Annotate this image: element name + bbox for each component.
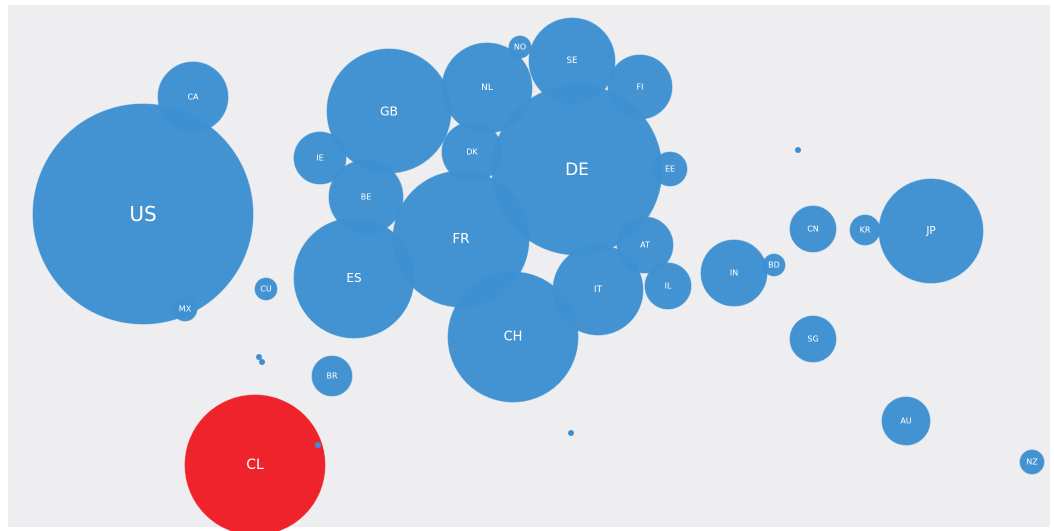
bubble-label: NO bbox=[514, 43, 526, 52]
bubble: IT bbox=[552, 244, 644, 336]
bubble-label: BR bbox=[326, 372, 337, 381]
bubble-label: KR bbox=[860, 226, 871, 235]
bubble-label: CN bbox=[807, 225, 819, 234]
bubble-label: CU bbox=[260, 285, 272, 294]
bubble: BD bbox=[762, 253, 786, 277]
bubble-label: NZ bbox=[1026, 458, 1038, 467]
bubble-circle bbox=[184, 394, 326, 531]
bubble-circle bbox=[157, 61, 229, 133]
bubble-label: MX bbox=[179, 305, 192, 314]
dot bbox=[256, 354, 262, 360]
bubble-circle bbox=[878, 178, 984, 284]
bubble-label: FR bbox=[452, 231, 470, 247]
bubble: CU bbox=[254, 277, 278, 301]
bubble-label: GB bbox=[380, 104, 398, 119]
bubble: CL bbox=[184, 394, 326, 531]
bubble-label: DE bbox=[565, 160, 589, 180]
bubble-label: AU bbox=[900, 417, 911, 426]
bubble: EE bbox=[652, 151, 688, 187]
bubble-circle bbox=[311, 355, 353, 397]
bubble: ES bbox=[293, 217, 415, 339]
bubble-circle bbox=[762, 253, 786, 277]
bubble-label: NL bbox=[481, 83, 493, 93]
dot bbox=[315, 442, 321, 448]
bubble-label: CA bbox=[187, 93, 199, 102]
bubble: MX bbox=[172, 296, 198, 322]
bubble: BR bbox=[311, 355, 353, 397]
bubble-circle bbox=[293, 131, 347, 185]
dot bbox=[259, 359, 265, 365]
bubble-circle bbox=[789, 205, 837, 253]
bubble: IL bbox=[644, 262, 692, 310]
bubble-label: AT bbox=[640, 241, 650, 250]
bubble: CA bbox=[157, 61, 229, 133]
bubble-label: BD bbox=[768, 261, 780, 270]
bubble-label: CL bbox=[246, 457, 264, 473]
bubble: SG bbox=[789, 315, 837, 363]
bubble-circle bbox=[789, 315, 837, 363]
bubble-label: IE bbox=[316, 154, 323, 163]
bubble-label: EE bbox=[665, 165, 675, 174]
bubble: IE bbox=[293, 131, 347, 185]
bubble-label: SE bbox=[567, 56, 578, 66]
bubble: US bbox=[32, 103, 254, 325]
bubble: AU bbox=[881, 396, 931, 446]
bubble: CN bbox=[789, 205, 837, 253]
bubble-label: ES bbox=[346, 271, 361, 285]
bubble-label: CH bbox=[504, 330, 523, 345]
bubble-label: IN bbox=[730, 269, 738, 278]
bubble-circle bbox=[652, 151, 688, 187]
dot bbox=[568, 430, 574, 436]
bubble-circle bbox=[644, 262, 692, 310]
dot bbox=[795, 147, 801, 153]
bubble-circle bbox=[447, 271, 579, 403]
bubble-circle bbox=[254, 277, 278, 301]
bubble-circle bbox=[552, 244, 644, 336]
bubble-label: SG bbox=[807, 335, 818, 344]
bubble: KR bbox=[849, 214, 881, 246]
bubble-label: FI bbox=[637, 83, 644, 92]
bubble: IN bbox=[700, 239, 768, 307]
small-dots bbox=[256, 147, 801, 436]
bubble-label: US bbox=[129, 202, 156, 226]
bubble-label: IT bbox=[594, 285, 603, 295]
bubble: NZ bbox=[1019, 449, 1045, 475]
bubble-circle bbox=[1019, 449, 1045, 475]
bubble-circle bbox=[32, 103, 254, 325]
bubble: CH bbox=[447, 271, 579, 403]
bubble-circle bbox=[172, 296, 198, 322]
bubble-label: DK bbox=[466, 148, 478, 157]
bubble-label: BE bbox=[361, 193, 372, 202]
bubble-label: JP bbox=[925, 225, 935, 237]
bubble-circle bbox=[881, 396, 931, 446]
bubble-label: IL bbox=[665, 282, 672, 291]
bubble: JP bbox=[878, 178, 984, 284]
